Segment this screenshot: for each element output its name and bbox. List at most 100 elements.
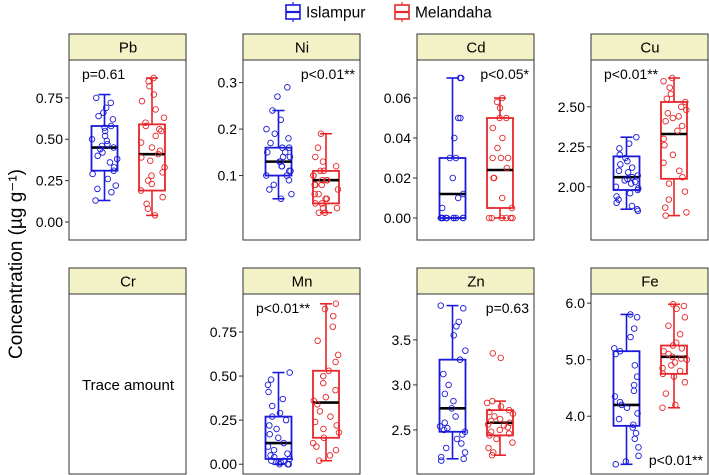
data-point: [270, 446, 278, 454]
panel-note: Trace amount: [82, 377, 175, 394]
data-point: [264, 443, 272, 450]
box-islampur: [437, 74, 467, 222]
panel-cd: Cd 0.00 0.02 0.04 0.06 p<0.05*: [384, 33, 535, 241]
data-point: [108, 188, 115, 196]
data-point: [156, 126, 163, 133]
data-point: [488, 214, 496, 222]
y-tick-label: 2.00: [558, 179, 585, 195]
data-point: [321, 209, 329, 216]
data-point: [627, 311, 634, 318]
box-islampur: [436, 302, 469, 464]
data-point: [444, 424, 451, 432]
data-point: [498, 214, 506, 222]
data-point: [496, 104, 504, 112]
iqr-box: [612, 350, 641, 427]
legend-item-islampur: Islampur: [285, 2, 365, 22]
panel-frame: [416, 293, 535, 475]
y-tick-label: 2.25: [558, 139, 585, 155]
data-point: [269, 107, 276, 114]
data-point: [101, 127, 109, 135]
y-tick-label: 2.50: [558, 99, 585, 115]
data-point: [660, 77, 667, 85]
y-tick-label: 0.50: [36, 131, 63, 147]
data-point: [662, 390, 670, 397]
data-point: [277, 195, 285, 203]
data-point: [286, 369, 293, 376]
data-point: [144, 177, 152, 184]
data-point: [320, 167, 327, 175]
data-point: [314, 144, 322, 151]
data-point: [665, 196, 673, 203]
data-point: [146, 83, 153, 90]
iqr-box: [486, 117, 514, 209]
data-point: [622, 154, 629, 162]
data-point: [502, 214, 510, 222]
panel-frame: [590, 59, 709, 241]
data-point: [309, 439, 317, 447]
data-point: [333, 204, 341, 212]
data-point: [452, 214, 460, 222]
data-point: [113, 155, 121, 163]
data-point: [669, 353, 676, 361]
data-point: [277, 459, 285, 466]
data-point: [151, 212, 159, 219]
data-point: [455, 114, 462, 122]
data-point: [107, 122, 115, 130]
data-point: [634, 207, 642, 215]
box-melandaha: [310, 130, 342, 216]
data-point: [460, 455, 467, 463]
data-point: [679, 173, 686, 181]
data-point: [152, 106, 159, 113]
data-point: [270, 181, 278, 189]
data-point: [625, 140, 633, 147]
data-point: [488, 451, 496, 459]
iqr-box: [138, 123, 166, 192]
data-point: [624, 157, 631, 165]
data-point: [494, 144, 501, 152]
box-melandaha: [309, 300, 343, 464]
data-point: [311, 418, 319, 426]
data-point: [451, 134, 458, 142]
data-point: [332, 358, 339, 366]
data-point: [458, 440, 465, 447]
data-point: [438, 204, 446, 212]
data-point: [681, 379, 689, 386]
data-point: [319, 158, 327, 165]
data-point: [683, 106, 690, 114]
data-point: [682, 98, 689, 106]
box-islampur: [610, 311, 642, 468]
panel-title: Cu: [640, 40, 659, 57]
data-point: [142, 122, 150, 130]
data-point: [630, 325, 638, 332]
data-point: [312, 181, 319, 189]
data-point: [615, 196, 622, 203]
data-point: [268, 402, 276, 410]
data-point: [310, 172, 317, 179]
data-point: [612, 183, 620, 191]
y-tick-label: 3.5: [392, 332, 412, 348]
data-point: [95, 112, 102, 120]
data-point: [483, 399, 491, 407]
data-point: [440, 426, 448, 434]
data-point: [322, 393, 330, 401]
p-value-label: p<0.01**: [604, 66, 659, 82]
data-point: [499, 94, 506, 102]
data-point: [611, 393, 619, 400]
data-point: [104, 175, 112, 183]
data-point: [449, 174, 457, 182]
data-point: [493, 435, 500, 443]
box-melandaha: [137, 74, 168, 219]
y-tick-label: 2.5: [392, 422, 412, 438]
box-islampur: [612, 133, 642, 215]
data-point: [438, 457, 445, 464]
data-point: [317, 167, 324, 175]
y-tick-label: 3.0: [392, 377, 412, 393]
panel-title: Mn: [292, 274, 313, 291]
data-point: [626, 189, 634, 197]
data-point: [327, 413, 334, 420]
data-point: [457, 114, 464, 122]
data-point: [660, 135, 667, 143]
y-tick-label: 0.50: [210, 368, 237, 384]
data-point: [329, 312, 337, 320]
data-point: [487, 428, 495, 436]
